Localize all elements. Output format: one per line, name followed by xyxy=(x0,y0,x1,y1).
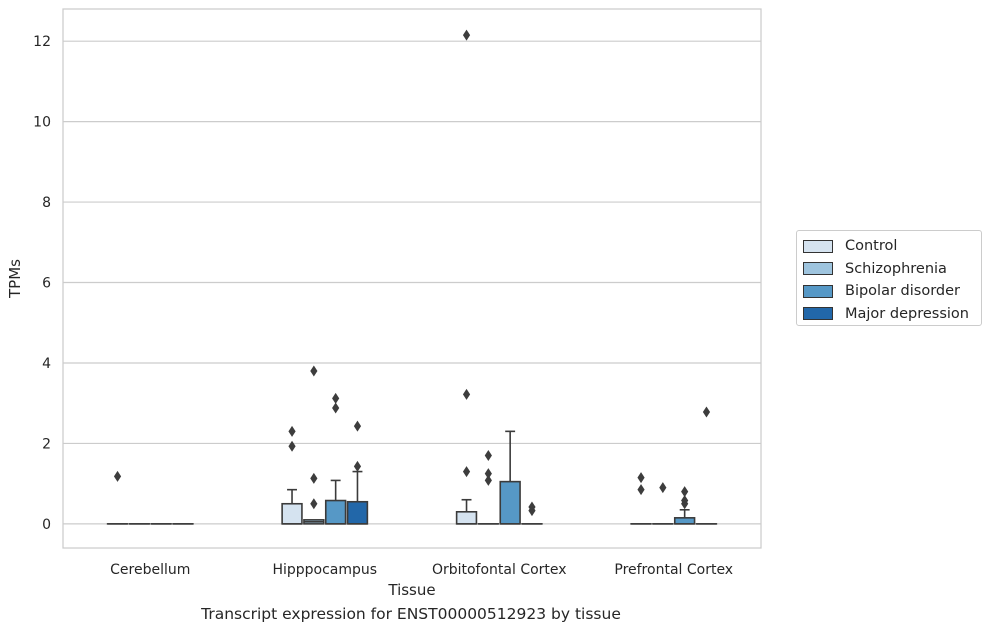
x-tick-label: Hipppocampus xyxy=(272,562,377,578)
legend-item: Control xyxy=(803,235,975,258)
legend-label: Control xyxy=(845,238,898,255)
box-schizophrenia xyxy=(303,365,325,525)
outlier-point xyxy=(310,498,318,510)
legend-swatch xyxy=(803,262,833,276)
outlier-point xyxy=(462,388,471,400)
y-tick-labels: 0 2 4 6 8 10 12 xyxy=(33,34,51,533)
box-major-depression xyxy=(346,420,369,525)
box-major-depression xyxy=(521,501,543,525)
box-control xyxy=(455,29,478,525)
box-body xyxy=(324,499,347,525)
x-tick-label: Cerebellum xyxy=(110,562,190,578)
outlier-point xyxy=(353,420,362,432)
box-bipolar-disorder xyxy=(499,430,521,525)
x-tick-labels: Cerebellum Hipppocampus Orbitofontal Corte… xyxy=(110,562,733,578)
legend-label: Bipolar disorder xyxy=(845,283,960,300)
legend-label: Schizophrenia xyxy=(845,260,947,277)
box-body xyxy=(499,480,521,525)
legend-item: Schizophrenia xyxy=(803,258,975,281)
outlier-point xyxy=(484,474,492,486)
chart-caption: Transcript expression for ENST0000051292… xyxy=(201,605,621,623)
outlier-point xyxy=(637,472,645,484)
box-control xyxy=(281,425,303,525)
box-body xyxy=(673,517,696,525)
outlier-point xyxy=(288,425,296,437)
box-major-depression xyxy=(695,406,718,525)
box-schizophrenia xyxy=(652,482,674,525)
outlier-point xyxy=(484,449,492,461)
outlier-point xyxy=(332,392,340,404)
legend-item: Major depression xyxy=(803,303,975,326)
box-bipolar-disorder xyxy=(324,392,347,525)
outlier-point xyxy=(462,29,471,41)
outlier-point xyxy=(310,472,318,484)
legend-swatch xyxy=(803,284,833,298)
legend-swatch xyxy=(803,307,833,321)
x-axis-title: Tissue xyxy=(387,581,435,599)
outlier-point xyxy=(353,460,362,472)
box-control xyxy=(106,470,129,525)
outlier-point xyxy=(462,466,471,478)
box-marks xyxy=(106,29,718,525)
y-tick-label: 4 xyxy=(42,356,51,372)
y-axis-title: TPMs xyxy=(6,259,24,299)
outlier-point xyxy=(310,365,318,377)
outlier-point xyxy=(659,482,667,494)
box-body xyxy=(455,510,478,525)
box-schizophrenia xyxy=(477,449,500,525)
y-tick-label: 6 xyxy=(42,276,51,292)
outlier-point xyxy=(332,402,340,414)
legend: Control Schizophrenia Bipolar disorder Majo… xyxy=(796,230,982,326)
y-tick-label: 8 xyxy=(42,195,51,211)
outlier-point xyxy=(484,468,492,480)
plot-frame xyxy=(62,8,762,549)
outlier-point xyxy=(113,470,122,482)
x-tick-label: Orbitofontal Cortex xyxy=(432,562,567,578)
box-bipolar-disorder xyxy=(673,486,696,525)
outlier-point xyxy=(528,501,536,513)
outlier-point xyxy=(681,495,689,507)
y-tick-label: 2 xyxy=(42,436,51,452)
legend-label: Major depression xyxy=(845,305,969,322)
outlier-point xyxy=(637,484,645,496)
outlier-point xyxy=(702,406,711,418)
x-tick-label: Prefrontal Cortex xyxy=(614,562,733,578)
y-tick-label: 0 xyxy=(42,517,51,533)
outlier-point xyxy=(681,486,689,498)
y-tick-label: 10 xyxy=(33,115,51,131)
legend-item: Bipolar disorder xyxy=(803,280,975,303)
legend-swatch xyxy=(803,239,833,253)
box-body xyxy=(346,500,369,525)
box-control xyxy=(630,472,652,525)
outlier-point xyxy=(288,440,296,452)
box-body xyxy=(281,502,303,525)
y-tick-label: 12 xyxy=(33,34,51,50)
gridlines xyxy=(63,40,761,525)
